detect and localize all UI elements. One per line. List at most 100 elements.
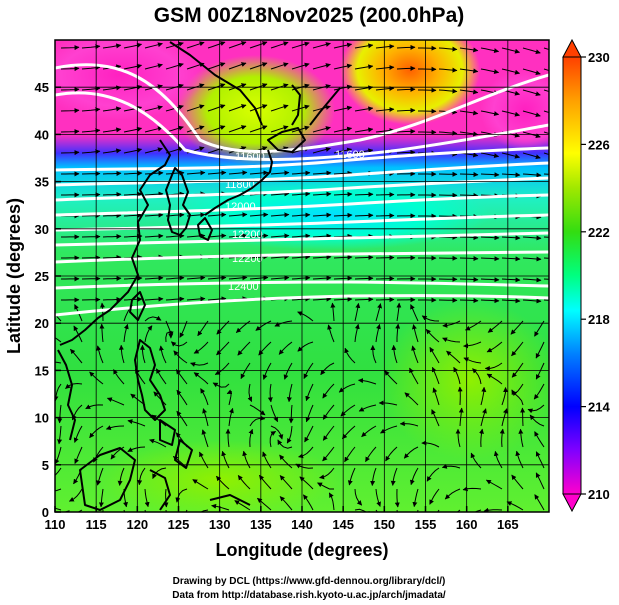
streamline bbox=[81, 44, 101, 50]
streamline bbox=[522, 256, 542, 262]
streamline bbox=[248, 428, 254, 448]
streamline bbox=[207, 62, 226, 70]
streamline bbox=[304, 425, 314, 443]
streamline bbox=[270, 275, 290, 281]
streamline bbox=[73, 325, 83, 343]
streamline bbox=[375, 213, 395, 219]
streamline bbox=[375, 107, 395, 112]
streamline bbox=[438, 46, 458, 52]
streamline bbox=[399, 421, 419, 427]
streamline bbox=[158, 345, 167, 364]
colorbar-tick-label: 230 bbox=[588, 50, 610, 65]
streamline bbox=[270, 404, 279, 423]
streamline bbox=[228, 170, 248, 176]
streamline bbox=[226, 389, 233, 406]
colorbar-tick-label: 214 bbox=[588, 400, 610, 415]
streamline bbox=[354, 212, 374, 218]
x-tick-label: 160 bbox=[456, 517, 478, 532]
contour-line bbox=[55, 250, 549, 264]
streamline bbox=[365, 446, 377, 463]
streamline bbox=[480, 235, 500, 241]
streamline bbox=[68, 488, 83, 502]
streamline bbox=[270, 191, 290, 197]
streamline bbox=[137, 467, 146, 486]
streamline bbox=[375, 255, 395, 261]
coastline-taiwan bbox=[129, 291, 146, 321]
streamline bbox=[378, 400, 398, 406]
streamline bbox=[543, 68, 549, 72]
streamline bbox=[144, 126, 163, 133]
x-tick-label: 110 bbox=[45, 517, 66, 532]
streamline bbox=[102, 276, 122, 281]
streamline bbox=[501, 152, 520, 159]
streamline bbox=[522, 235, 542, 241]
streamline bbox=[249, 404, 266, 416]
streamline bbox=[81, 65, 101, 71]
streamline bbox=[354, 191, 374, 197]
streamline bbox=[459, 277, 479, 282]
streamline bbox=[501, 277, 521, 283]
streamline bbox=[480, 47, 500, 54]
streamline bbox=[442, 337, 461, 343]
streamline bbox=[81, 234, 101, 240]
streamline bbox=[212, 382, 230, 388]
streamline bbox=[216, 475, 230, 490]
streamline bbox=[98, 488, 104, 508]
streamline bbox=[55, 488, 62, 492]
y-tick-label: 0 bbox=[42, 505, 49, 520]
streamline bbox=[60, 108, 80, 114]
streamline bbox=[123, 170, 143, 176]
streamline bbox=[279, 454, 293, 469]
streamline bbox=[60, 129, 80, 135]
streamline bbox=[81, 128, 101, 134]
streamline bbox=[375, 86, 395, 91]
streamline bbox=[123, 42, 143, 49]
streamline bbox=[455, 428, 461, 448]
streamline bbox=[123, 191, 143, 197]
streamline bbox=[291, 41, 310, 49]
streamline bbox=[543, 257, 549, 259]
streamline bbox=[291, 62, 310, 70]
streamline bbox=[480, 256, 500, 262]
x-tick-label: 125 bbox=[168, 517, 190, 532]
streamline bbox=[535, 451, 545, 469]
cold-pool-west bbox=[55, 40, 205, 120]
streamline bbox=[322, 446, 335, 462]
streamline bbox=[459, 110, 479, 116]
streamline bbox=[396, 302, 402, 322]
streamline bbox=[396, 128, 416, 134]
x-axis: 110 115 120 125 130 135 140 145 150 155 160 165 bbox=[45, 506, 519, 532]
coastline-korea bbox=[165, 167, 191, 236]
streamline bbox=[249, 415, 266, 427]
streamline bbox=[57, 425, 63, 445]
streamline bbox=[465, 320, 482, 331]
streamline bbox=[533, 383, 545, 400]
streamline bbox=[534, 431, 545, 448]
colorbar: 230 226 222 218 214 210 bbox=[562, 38, 610, 513]
coastline-kurils bbox=[309, 87, 341, 126]
streamline bbox=[255, 320, 272, 331]
streamline bbox=[291, 254, 311, 260]
streamline bbox=[501, 47, 520, 54]
streamline bbox=[543, 236, 549, 238]
streamline bbox=[102, 234, 122, 239]
streamline bbox=[242, 450, 251, 469]
streamline bbox=[214, 362, 230, 375]
x-tick-label: 150 bbox=[373, 517, 395, 532]
streamline bbox=[429, 488, 440, 505]
streamline bbox=[480, 172, 500, 178]
streamline bbox=[312, 212, 332, 218]
streamline bbox=[171, 341, 188, 347]
streamline bbox=[506, 501, 524, 511]
streamline bbox=[322, 425, 335, 441]
streamline bbox=[486, 373, 503, 385]
x-tick-label: 120 bbox=[126, 517, 148, 532]
streamline bbox=[522, 172, 542, 178]
streamline bbox=[207, 212, 227, 218]
streamline bbox=[479, 428, 484, 448]
streamline bbox=[65, 382, 83, 389]
streamline bbox=[527, 404, 545, 414]
streamline bbox=[81, 107, 101, 113]
streamline bbox=[55, 507, 62, 511]
